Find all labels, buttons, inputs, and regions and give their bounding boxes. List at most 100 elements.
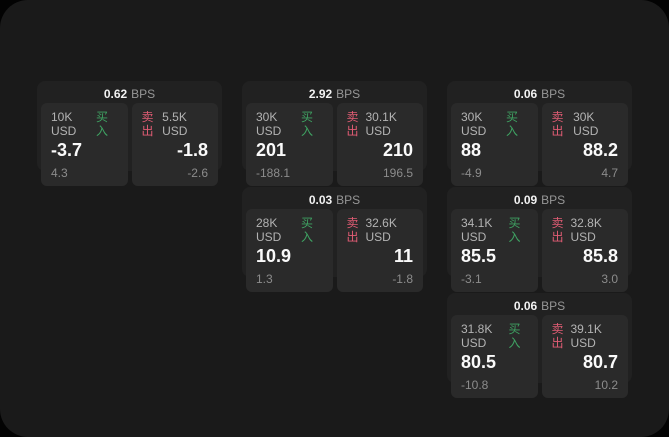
bps-value: 0.06 (513, 299, 538, 313)
buy-quote-tile[interactable]: 30K USD 买入 88 -4.9 (451, 103, 538, 186)
bps-header: 0.62 BPS (41, 85, 218, 103)
buy-delta-value: -3.1 (461, 272, 482, 286)
sell-amount-label: 5.5K USD (162, 110, 188, 138)
quote-panels: 30K USD 买入 88 -4.9 卖出 30K USD 88.2 4.7 (451, 103, 628, 186)
sell-delta-value: 4.7 (601, 166, 618, 180)
buy-amount-label: 30K USD (461, 110, 487, 138)
sell-side-label: 卖出 (551, 216, 564, 244)
bps-value: 0.62 (103, 87, 128, 101)
sell-price-value: 210 (382, 140, 413, 160)
buy-amount-label: 34.1K USD (461, 216, 493, 244)
sell-price-value: 11 (393, 246, 413, 266)
sell-delta-value: 3.0 (601, 272, 618, 286)
quote-panels: 28K USD 买入 10.9 1.3 卖出 32.6K USD 11 -1.8 (246, 209, 423, 292)
quote-panels: 30K USD 买入 201 -188.1 卖出 30.1K USD 210 1… (246, 103, 423, 186)
bps-value: 0.09 (513, 193, 538, 207)
buy-price-value: 85.5 (461, 246, 497, 266)
sell-amount-label: 30.1K USD (365, 110, 397, 138)
buy-side-label: 买入 (300, 216, 313, 244)
buy-price-value: 10.9 (256, 246, 292, 266)
buy-amount-label: 31.8K USD (461, 322, 493, 350)
buy-side-label: 买入 (508, 216, 521, 244)
sell-tile-top: 卖出 39.1K USD (552, 322, 619, 350)
bps-suffix-label: BPS (131, 87, 156, 101)
buy-delta-value: -4.9 (461, 166, 482, 180)
sell-side-label: 卖出 (551, 110, 564, 138)
sell-quote-tile[interactable]: 卖出 39.1K USD 80.7 10.2 (541, 315, 628, 398)
sell-tile-top: 卖出 32.6K USD (347, 216, 414, 244)
buy-delta-value: -10.8 (461, 378, 489, 392)
bps-header: 2.92 BPS (246, 85, 423, 103)
buy-price-value: 88 (461, 140, 482, 160)
buy-quote-tile[interactable]: 31.8K USD 买入 80.5 -10.8 (451, 315, 538, 398)
quote-panels: 34.1K USD 买入 85.5 -3.1 卖出 32.8K USD 85.8… (451, 209, 628, 292)
sell-tile-top: 卖出 30.1K USD (347, 110, 414, 138)
sell-tile-top: 卖出 30K USD (552, 110, 619, 138)
buy-price-value: -3.7 (51, 140, 83, 160)
buy-price-value: 201 (256, 140, 287, 160)
buy-delta-value: -188.1 (256, 166, 291, 180)
sell-quote-tile[interactable]: 卖出 32.6K USD 11 -1.8 (336, 209, 423, 292)
bps-header: 0.06 BPS (451, 297, 628, 315)
buy-amount-label: 28K USD (256, 216, 282, 244)
sell-amount-label: 39.1K USD (570, 322, 602, 350)
buy-quote-tile[interactable]: 30K USD 买入 201 -188.1 (246, 103, 333, 186)
quote-card: 0.09 BPS 34.1K USD 买入 85.5 -3.1 卖出 32.8K… (447, 187, 632, 292)
quote-card: 0.06 BPS 30K USD 买入 88 -4.9 卖出 30K USD 8… (447, 81, 632, 186)
buy-tile-top: 28K USD 买入 (256, 216, 323, 244)
sell-quote-tile[interactable]: 卖出 32.8K USD 85.8 3.0 (541, 209, 628, 292)
buy-amount-label: 30K USD (256, 110, 282, 138)
bps-header: 0.03 BPS (246, 191, 423, 209)
sell-price-value: 85.8 (582, 246, 618, 266)
sell-side-label: 卖出 (346, 110, 359, 138)
bps-suffix-label: BPS (541, 193, 566, 207)
bps-header: 0.09 BPS (451, 191, 628, 209)
buy-side-label: 买入 (505, 110, 518, 138)
bps-header: 0.06 BPS (451, 85, 628, 103)
buy-price-value: 80.5 (461, 352, 497, 372)
buy-side-label: 买入 (300, 110, 313, 138)
sell-side-label: 卖出 (141, 110, 154, 138)
buy-quote-tile[interactable]: 10K USD 买入 -3.7 4.3 (41, 103, 128, 186)
buy-quote-tile[interactable]: 34.1K USD 买入 85.5 -3.1 (451, 209, 538, 292)
buy-delta-value: 1.3 (256, 272, 273, 286)
sell-tile-top: 卖出 32.8K USD (552, 216, 619, 244)
quote-card: 0.62 BPS 10K USD 买入 -3.7 4.3 卖出 5.5K USD… (37, 81, 222, 186)
buy-quote-tile[interactable]: 28K USD 买入 10.9 1.3 (246, 209, 333, 292)
bps-suffix-label: BPS (336, 87, 361, 101)
sell-tile-top: 卖出 5.5K USD (142, 110, 209, 138)
buy-side-label: 买入 (95, 110, 108, 138)
sell-delta-value: -1.8 (392, 272, 413, 286)
sell-amount-label: 32.6K USD (365, 216, 397, 244)
bps-value: 0.06 (513, 87, 538, 101)
sell-price-value: 88.2 (582, 140, 618, 160)
sell-quote-tile[interactable]: 卖出 30K USD 88.2 4.7 (541, 103, 628, 186)
sell-quote-tile[interactable]: 卖出 5.5K USD -1.8 -2.6 (131, 103, 218, 186)
bps-suffix-label: BPS (541, 299, 566, 313)
quote-card: 2.92 BPS 30K USD 买入 201 -188.1 卖出 30.1K … (242, 81, 427, 186)
buy-tile-top: 31.8K USD 买入 (461, 322, 528, 350)
sell-side-label: 卖出 (346, 216, 359, 244)
bps-value: 2.92 (308, 87, 333, 101)
sell-delta-value: 196.5 (382, 166, 413, 180)
quote-card: 0.06 BPS 31.8K USD 买入 80.5 -10.8 卖出 39.1… (447, 293, 632, 398)
buy-side-label: 买入 (508, 322, 521, 350)
sell-delta-value: 10.2 (594, 378, 618, 392)
quote-card: 0.03 BPS 28K USD 买入 10.9 1.3 卖出 32.6K US… (242, 187, 427, 292)
sell-amount-label: 32.8K USD (570, 216, 602, 244)
bps-suffix-label: BPS (541, 87, 566, 101)
buy-tile-top: 30K USD 买入 (256, 110, 323, 138)
buy-amount-label: 10K USD (51, 110, 77, 138)
quote-cards-grid: 0.62 BPS 10K USD 买入 -3.7 4.3 卖出 5.5K USD… (37, 81, 632, 398)
sell-side-label: 卖出 (551, 322, 564, 350)
sell-price-value: -1.8 (176, 140, 208, 160)
sell-delta-value: -2.6 (187, 166, 208, 180)
quote-panels: 10K USD 买入 -3.7 4.3 卖出 5.5K USD -1.8 -2.… (41, 103, 218, 186)
bps-suffix-label: BPS (336, 193, 361, 207)
sell-quote-tile[interactable]: 卖出 30.1K USD 210 196.5 (336, 103, 423, 186)
buy-tile-top: 30K USD 买入 (461, 110, 528, 138)
quote-panels: 31.8K USD 买入 80.5 -10.8 卖出 39.1K USD 80.… (451, 315, 628, 398)
bps-value: 0.03 (308, 193, 333, 207)
buy-tile-top: 34.1K USD 买入 (461, 216, 528, 244)
